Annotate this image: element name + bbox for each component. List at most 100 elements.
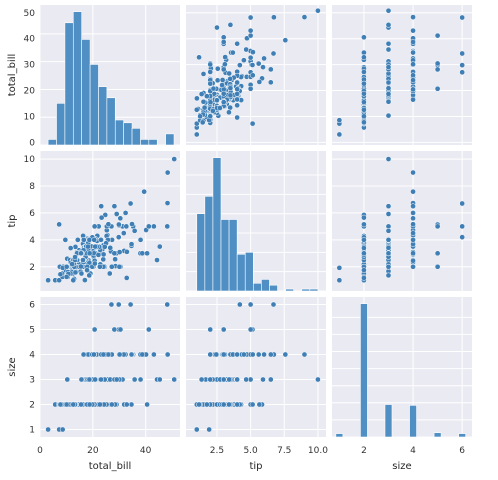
data-point: [220, 34, 227, 41]
data-point: [410, 188, 416, 195]
data-point: [234, 79, 241, 86]
data-point: [111, 250, 118, 257]
panel-background: [332, 151, 472, 291]
data-point: [84, 267, 90, 273]
data-point: [410, 14, 416, 20]
data-point: [267, 79, 274, 86]
data-point: [56, 221, 63, 228]
y-tick-label: 2: [29, 401, 35, 411]
data-point: [336, 117, 343, 124]
data-point: [207, 69, 214, 75]
data-point: [243, 376, 250, 383]
x-tick-label: 4: [410, 446, 416, 456]
data-point: [226, 109, 232, 116]
panel-total_bill-vs-tip: [186, 5, 326, 145]
data-point: [193, 426, 200, 433]
data-point: [108, 301, 115, 308]
histogram-bar: [384, 404, 393, 438]
data-point: [361, 119, 367, 126]
data-point: [256, 79, 263, 85]
data-point: [227, 85, 234, 92]
data-point: [361, 69, 367, 75]
y-tick-label: 6: [29, 301, 35, 311]
data-point: [336, 264, 343, 271]
data-point: [145, 223, 152, 230]
data-point: [234, 91, 241, 97]
data-point: [247, 301, 254, 308]
data-point: [164, 200, 171, 206]
data-point: [207, 113, 214, 120]
data-point: [137, 376, 144, 383]
data-point: [116, 351, 123, 358]
histogram-bar: [309, 288, 319, 292]
data-point: [57, 401, 64, 408]
data-point: [63, 401, 70, 408]
data-point: [198, 376, 205, 383]
data-point: [78, 270, 85, 277]
data-point: [261, 55, 267, 62]
y-tick-label: 10: [24, 155, 36, 165]
data-point: [196, 401, 202, 408]
data-point: [385, 112, 392, 119]
histogram-bar: [269, 284, 278, 292]
data-point: [234, 114, 241, 121]
x-axis-label: size: [392, 461, 411, 472]
data-point: [336, 131, 343, 138]
data-point: [227, 92, 234, 99]
data-point: [247, 32, 254, 39]
data-point: [410, 203, 416, 210]
data-point: [113, 376, 120, 383]
histogram-bar: [244, 252, 254, 292]
histogram-bar: [114, 119, 124, 146]
data-point: [80, 236, 87, 243]
histogram-bar: [98, 86, 108, 146]
data-point: [385, 79, 392, 86]
data-point: [206, 426, 213, 433]
data-point: [222, 54, 229, 60]
data-point: [214, 97, 220, 104]
data-point: [120, 230, 127, 236]
histogram-bar: [131, 128, 141, 146]
data-point: [385, 98, 392, 105]
data-point: [80, 257, 86, 263]
data-point: [385, 272, 392, 279]
data-point: [144, 401, 150, 408]
panel-size-vs-size: [332, 297, 472, 438]
data-point: [91, 236, 98, 243]
data-point: [247, 54, 254, 61]
data-point: [241, 57, 247, 64]
data-point: [249, 72, 256, 79]
data-point: [270, 301, 277, 308]
y-axis-label: tip: [7, 214, 18, 227]
data-point: [97, 401, 103, 408]
data-point: [315, 7, 321, 14]
data-point: [128, 241, 135, 248]
data-point: [127, 200, 134, 207]
data-point: [249, 351, 256, 358]
data-point: [410, 236, 416, 243]
data-point: [97, 263, 103, 270]
data-point: [267, 66, 274, 73]
histogram-bar: [236, 253, 246, 292]
data-point: [105, 351, 112, 358]
data-point: [151, 223, 157, 230]
panel-size-vs-tip: [186, 297, 326, 437]
data-point: [98, 214, 105, 221]
data-point: [361, 214, 367, 221]
data-point: [213, 351, 220, 358]
data-point: [210, 108, 216, 114]
panel-total_bill-vs-size: [332, 5, 472, 145]
data-point: [410, 250, 416, 257]
data-point: [196, 54, 202, 61]
data-point: [117, 215, 124, 222]
histogram-bar: [89, 64, 99, 146]
data-point: [459, 62, 466, 68]
data-point: [247, 27, 254, 34]
data-point: [78, 263, 84, 270]
data-point: [459, 223, 466, 230]
histogram-bar: [253, 282, 262, 292]
data-point: [207, 61, 214, 68]
histogram-bar: [106, 97, 116, 146]
histogram-bar: [196, 213, 206, 292]
data-point: [385, 85, 392, 92]
